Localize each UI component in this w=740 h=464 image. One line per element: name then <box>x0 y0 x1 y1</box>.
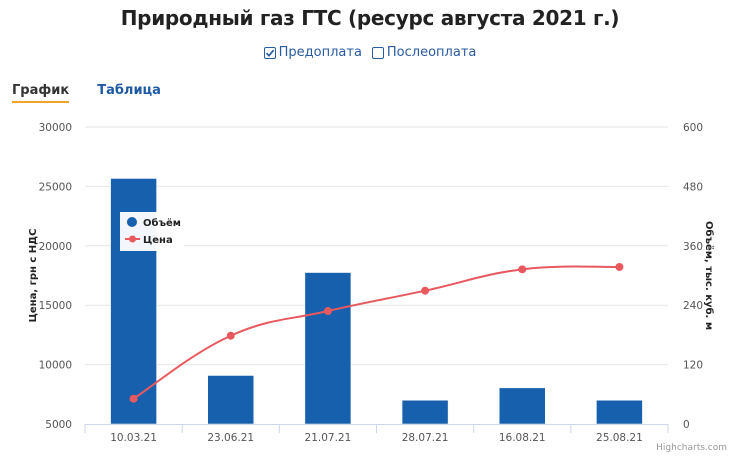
price-line-path <box>133 265 620 400</box>
x-tick-label: 10.03.21 <box>110 432 157 444</box>
y-axis-title: Цена, грн с НДС <box>28 229 39 323</box>
volume-bar[interactable] <box>596 399 643 425</box>
y-axis-right: 0 120 240 360 480 600 Объём, тыс. куб. м <box>683 122 715 431</box>
checkbox-checked-icon[interactable] <box>263 46 276 59</box>
price-point[interactable] <box>421 286 430 295</box>
x-tick-label: 16.08.21 <box>499 432 546 444</box>
volume-bar[interactable] <box>401 399 449 425</box>
x-tick-label: 25.08.21 <box>596 432 643 444</box>
payment-filters: Предоплата Послеоплата <box>0 45 740 60</box>
y2-tick-label: 240 <box>683 300 703 312</box>
y2-tick-label: 600 <box>683 122 703 134</box>
y-tick-label: 15000 <box>39 300 72 312</box>
filter-postpayment[interactable]: Послеоплата <box>371 45 477 60</box>
y-tick-label: 30000 <box>39 122 72 134</box>
view-tabs: График Таблица <box>12 83 161 103</box>
tab-table[interactable]: Таблица <box>97 83 161 98</box>
y-tick-label: 10000 <box>39 360 72 372</box>
filter-prepayment-label: Предоплата <box>278 45 362 60</box>
chart-title: Природный газ ГТС (ресурс августа 2021 г… <box>120 6 620 30</box>
y-axis-left: 5000 10000 15000 20000 25000 30000 Цена, грн с… <box>28 122 72 431</box>
price-point[interactable] <box>518 265 527 274</box>
highcharts-credit[interactable]: Highcharts.com <box>656 443 727 453</box>
chart-legend: Объём Цена <box>120 212 184 251</box>
y-tick-label: 20000 <box>39 241 72 253</box>
x-tick-label: 28.07.21 <box>402 432 449 444</box>
volume-bar[interactable] <box>304 272 352 425</box>
y2-axis-title: Объём, тыс. куб. м <box>703 221 715 330</box>
price-point[interactable] <box>615 262 624 271</box>
y2-tick-label: 360 <box>683 241 703 253</box>
x-axis: 10.03.21 23.06.21 21.07.21 28.07.21 16.08.21… <box>84 424 669 444</box>
y-tick-label: 25000 <box>39 181 72 193</box>
price-line <box>129 262 624 403</box>
legend-price-label[interactable]: Цена <box>143 235 173 246</box>
price-point[interactable] <box>226 331 235 340</box>
tab-chart[interactable]: График <box>12 83 70 103</box>
volume-bar[interactable] <box>207 375 254 425</box>
x-tick-label: 21.07.21 <box>305 432 352 444</box>
y2-tick-label: 120 <box>683 360 703 372</box>
legend-volume-label[interactable]: Объём <box>143 217 181 229</box>
filter-prepayment[interactable]: Предоплата <box>263 45 362 60</box>
legend-price-icon[interactable] <box>129 235 136 243</box>
x-tick-label: 23.06.21 <box>207 432 254 444</box>
y2-tick-label: 0 <box>683 419 690 431</box>
filter-postpayment-label: Послеоплата <box>386 45 477 60</box>
checkbox-unchecked-icon[interactable] <box>371 46 384 59</box>
volume-bar[interactable] <box>499 387 546 425</box>
legend-volume-icon[interactable] <box>127 217 137 227</box>
y-tick-label: 5000 <box>45 419 72 431</box>
price-point[interactable] <box>129 394 138 403</box>
y2-tick-label: 480 <box>683 181 703 193</box>
price-point[interactable] <box>323 307 332 316</box>
